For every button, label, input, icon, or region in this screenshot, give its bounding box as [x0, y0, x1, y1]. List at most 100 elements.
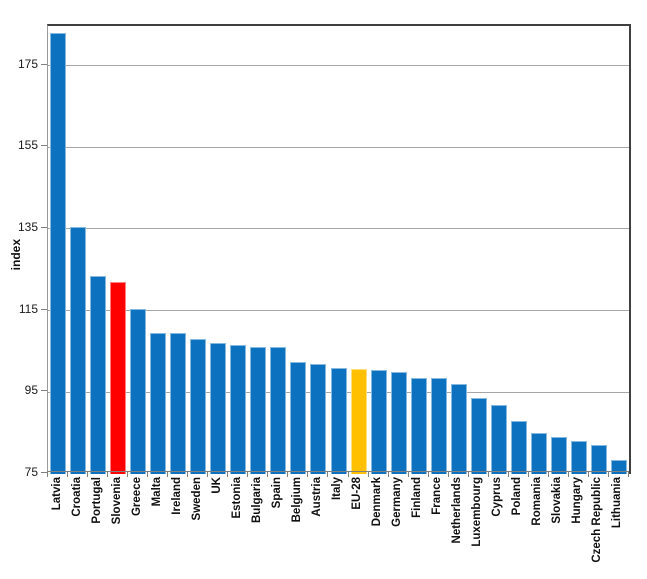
x-axis-label-poland: Poland	[508, 477, 528, 569]
x-axis-label-text: Croatia	[70, 477, 83, 517]
x-axis-label-text: Slovakia	[551, 477, 564, 524]
x-axis-tick	[147, 472, 149, 477]
x-axis-label-text: EU-28	[351, 477, 364, 510]
bar-finland	[410, 378, 427, 474]
x-axis-label-text: Ireland	[170, 477, 183, 515]
x-axis-label-text: Cyprus	[491, 477, 504, 517]
gridline-y-135	[48, 228, 629, 230]
x-axis-label-romania: Romania	[528, 477, 548, 569]
bar-bulgaria	[250, 347, 267, 474]
y-axis-tick-label: 155	[17, 138, 38, 153]
x-axis-label-france: France	[428, 477, 448, 569]
y-axis-tick	[41, 472, 47, 473]
x-axis-tick	[47, 472, 48, 477]
x-axis-label-text: Bulgaria	[250, 477, 263, 524]
x-axis-label-netherlands: Netherlands	[448, 477, 468, 569]
bar-greece	[130, 308, 147, 474]
x-axis-tick	[307, 472, 309, 477]
x-axis-tick	[407, 472, 409, 477]
x-axis-label-sweden: Sweden	[187, 477, 207, 569]
bar-belgium	[290, 361, 307, 474]
x-axis-label-bulgaria: Bulgaria	[247, 477, 267, 569]
x-axis-line	[47, 471, 629, 472]
gridline-y-155	[48, 146, 629, 148]
x-axis-label-text: Romania	[531, 477, 544, 526]
x-axis-label-text: Greece	[130, 477, 143, 517]
x-axis-label-text: Sweden	[190, 477, 203, 521]
y-axis-tick	[41, 308, 47, 310]
plot-area	[47, 24, 631, 474]
x-axis-label-hungary: Hungary	[568, 477, 588, 569]
y-axis-tick	[41, 226, 47, 228]
gridline-y-115	[48, 310, 629, 312]
y-axis-tick	[41, 145, 47, 147]
x-axis-label-text: Netherlands	[451, 477, 464, 544]
bar-ireland	[170, 333, 187, 474]
bar-romania	[530, 433, 547, 474]
x-axis-tick	[227, 472, 229, 477]
x-axis-tick	[387, 472, 389, 477]
bar-poland	[510, 420, 527, 474]
x-axis-label-germany: Germany	[388, 477, 408, 569]
x-axis-label-luxembourg: Luxembourg	[468, 477, 488, 569]
bar-slovenia	[110, 282, 127, 474]
x-axis-label-text: Italy	[330, 477, 343, 501]
bar-germany	[390, 371, 407, 474]
x-axis-label-text: Austria	[310, 477, 323, 517]
x-axis-label-eu-28: EU-28	[348, 477, 368, 569]
bar-cyprus	[490, 404, 507, 474]
x-axis-label-text: UK	[210, 477, 223, 494]
x-axis-tick	[427, 472, 429, 477]
x-axis-label-text: Germany	[391, 477, 404, 527]
x-axis-label-text: Spain	[270, 477, 283, 509]
x-axis-label-text: Finland	[411, 477, 424, 518]
x-axis-tick	[607, 472, 609, 477]
x-axis-label-austria: Austria	[307, 477, 327, 569]
bar-lithuania	[610, 459, 627, 474]
x-axis-label-text: Lithuania	[611, 477, 624, 529]
x-axis-label-slovakia: Slovakia	[548, 477, 568, 569]
y-axis-tick-label: 115	[18, 301, 38, 316]
x-axis-tick	[327, 472, 329, 477]
x-axis-label-lithuania: Lithuania	[608, 477, 628, 569]
x-axis-label-ireland: Ireland	[167, 477, 187, 569]
x-axis-tick	[127, 472, 129, 477]
x-axis-tick	[247, 472, 249, 477]
x-axis-tick	[87, 472, 89, 477]
x-axis-label-belgium: Belgium	[287, 477, 307, 569]
x-axis-tick	[287, 472, 289, 477]
x-axis-label-text: Slovenia	[110, 477, 123, 525]
y-axis-tick-label: 95	[24, 383, 38, 398]
y-axis-tick-label: 135	[17, 219, 38, 234]
x-axis-label-greece: Greece	[127, 477, 147, 569]
x-axis-label-latvia: Latvia	[47, 477, 67, 569]
bar-croatia	[70, 226, 87, 474]
bar-czech-republic	[590, 445, 607, 474]
x-axis-label-text: France	[431, 477, 444, 515]
x-axis-tick	[587, 472, 589, 477]
x-axis-tick	[628, 472, 629, 477]
x-axis-label-cyprus: Cyprus	[488, 477, 508, 569]
x-axis-tick	[347, 472, 349, 477]
x-axis-label-czech-republic: Czech Republic	[588, 477, 608, 569]
x-axis-tick	[507, 472, 509, 477]
x-axis-label-text: Luxembourg	[471, 477, 484, 547]
x-axis-tick	[267, 472, 269, 477]
x-axis-tick	[527, 472, 529, 477]
x-axis-label-text: Portugal	[90, 477, 103, 524]
x-axis-label-text: Belgium	[290, 477, 303, 523]
x-axis-label-finland: Finland	[408, 477, 428, 569]
bar-malta	[150, 333, 167, 474]
x-axis-label-malta: Malta	[147, 477, 167, 569]
x-axis-label-estonia: Estonia	[227, 477, 247, 569]
x-axis-tick	[107, 472, 109, 477]
bar-luxembourg	[470, 398, 487, 474]
x-axis-label-text: Denmark	[371, 477, 384, 527]
x-axis-tick	[547, 472, 549, 477]
x-axis-tick	[367, 472, 369, 477]
x-axis-tick	[487, 472, 489, 477]
bar-slovakia	[550, 437, 567, 474]
bar-france	[430, 378, 447, 474]
bar-hungary	[570, 441, 587, 474]
